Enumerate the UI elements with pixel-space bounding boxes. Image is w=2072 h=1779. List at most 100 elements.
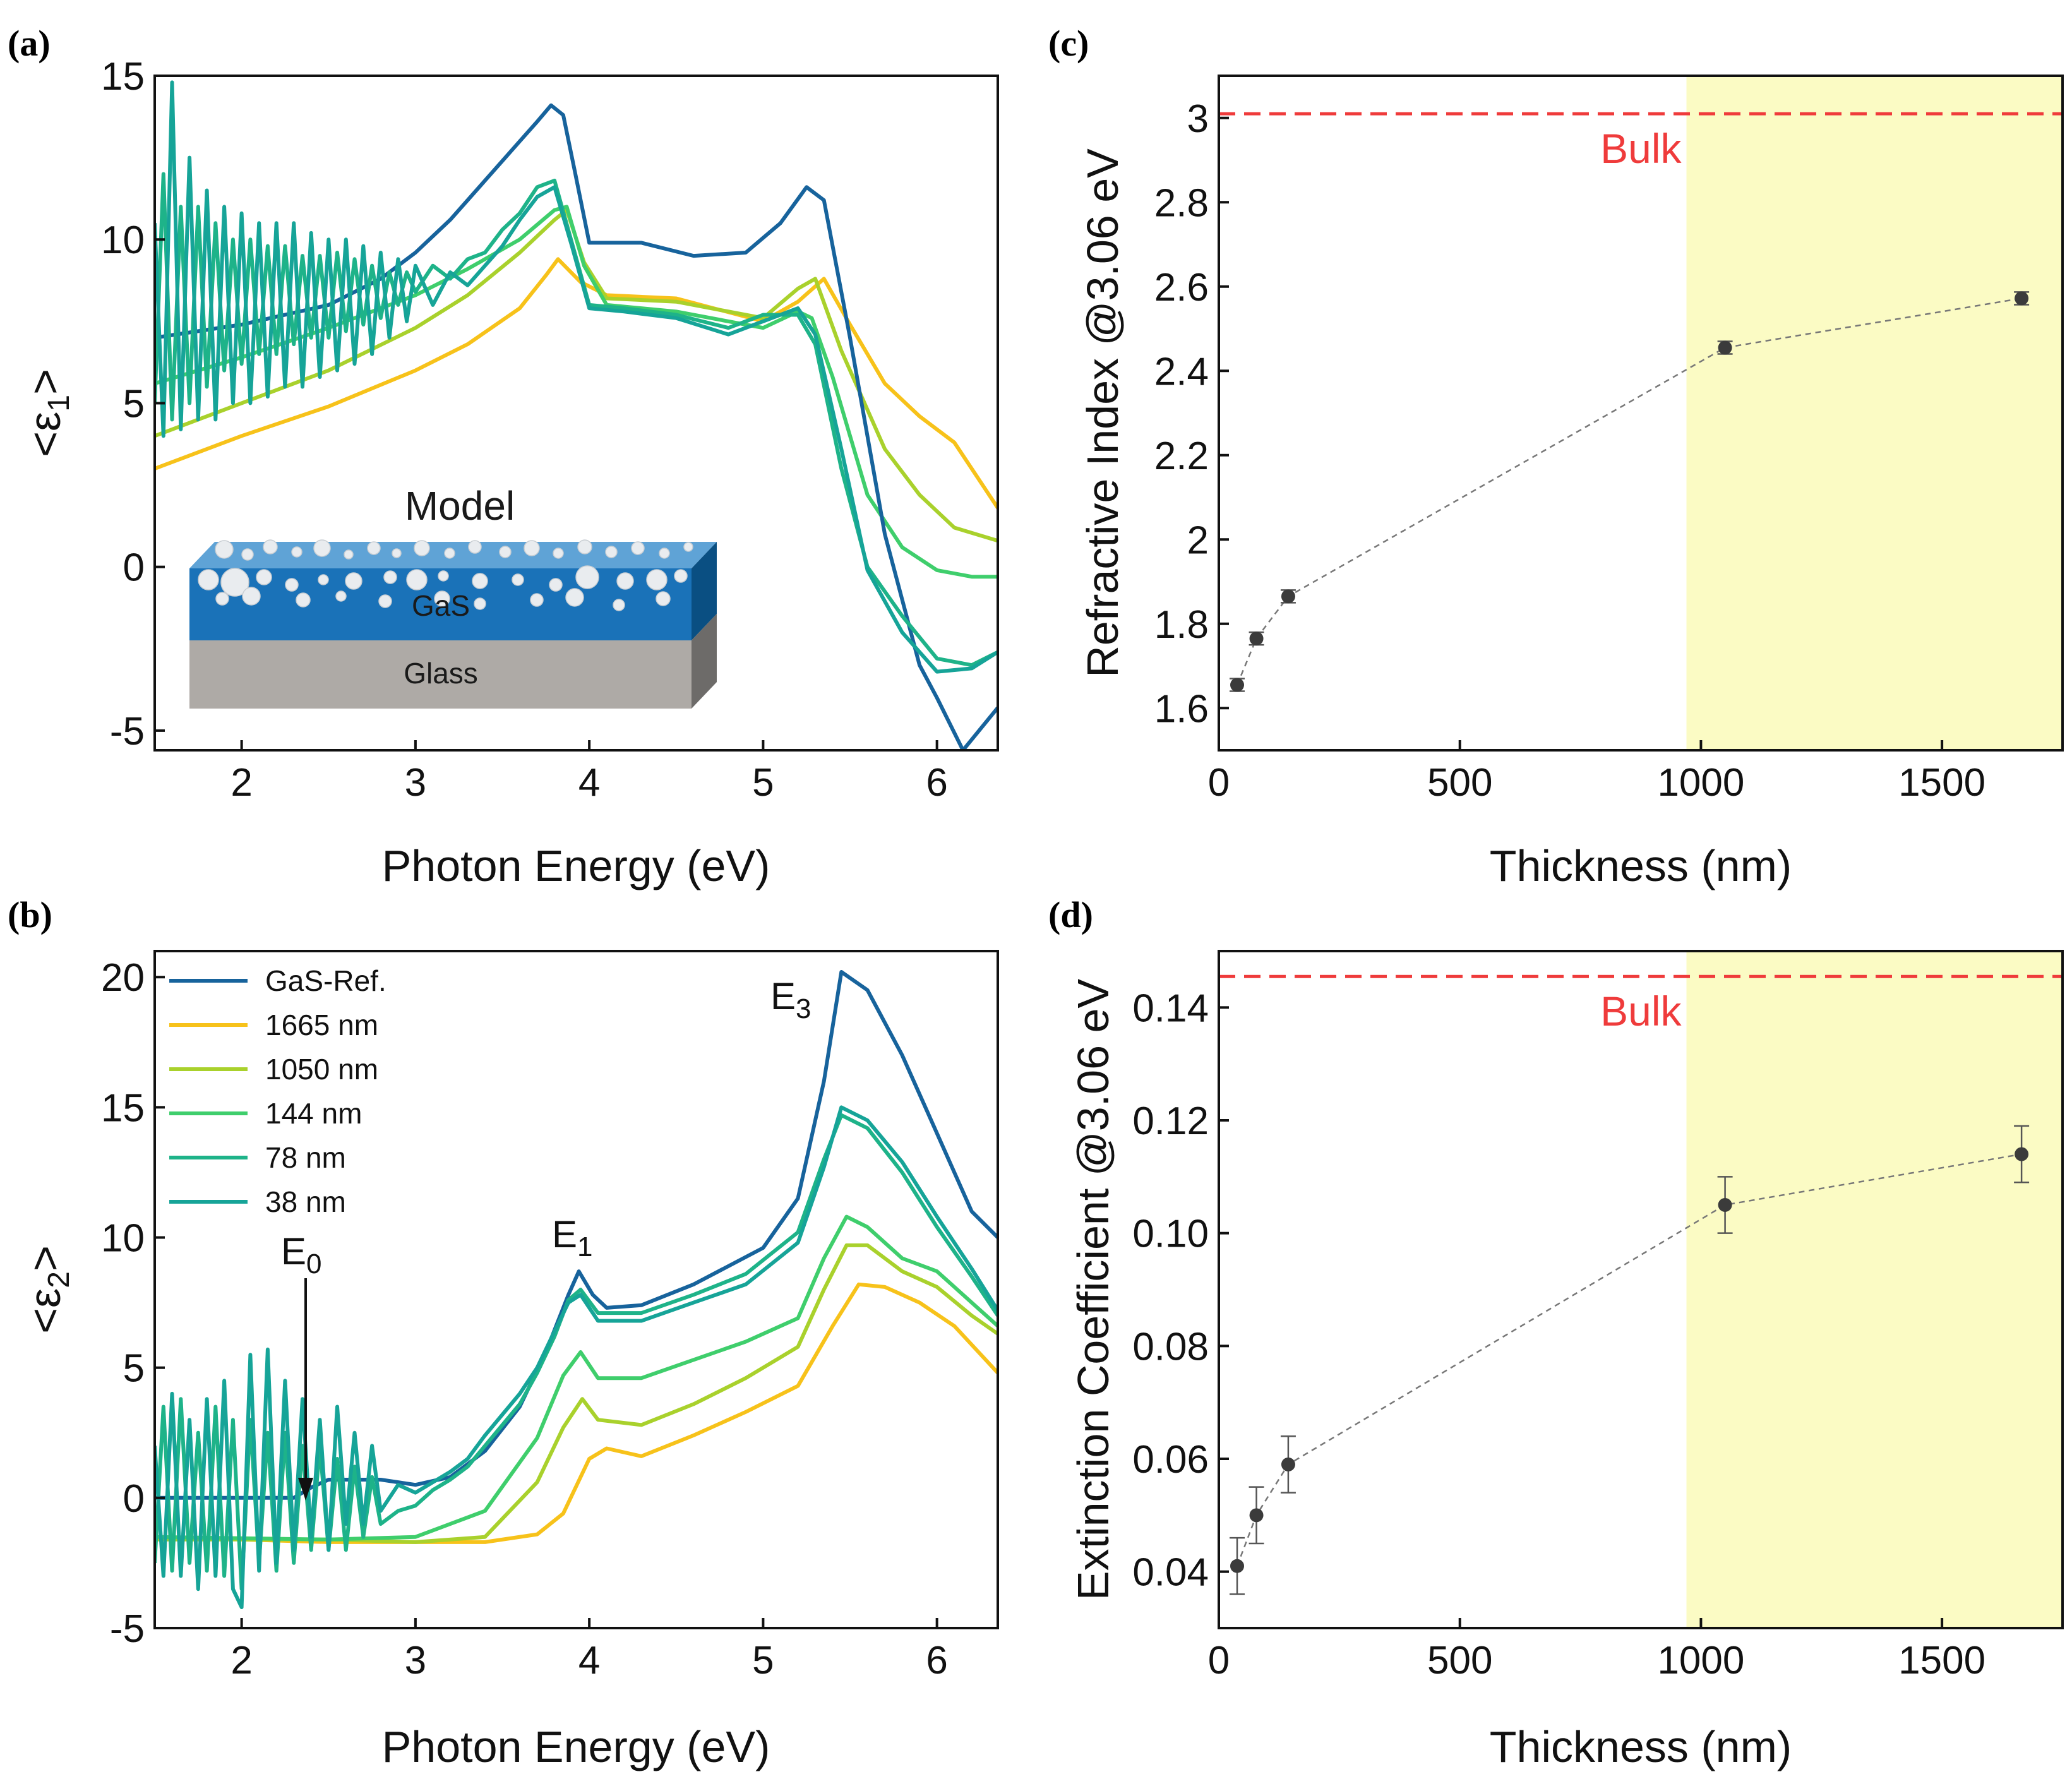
panel-a-series-gas-ref	[155, 103, 998, 750]
panel-d-data-point	[2015, 1147, 2029, 1161]
panel-d-axes: 0 500 1000 1500 0.04 0.06 0.08 0.10 0.12 0.14	[1132, 986, 1985, 1682]
panel-a-ytick-label: 10	[101, 219, 145, 262]
panel-a-label: (a)	[8, 23, 51, 64]
pore-sphere	[530, 593, 544, 607]
pore-sphere	[605, 546, 618, 558]
pore-sphere	[198, 569, 219, 590]
panel-d-data-point	[1230, 1559, 1245, 1573]
panel-d-y-axis-title: Extinction Coefficient @3.06 eV	[1069, 979, 1118, 1601]
panel-a-series-144-nm	[155, 205, 998, 579]
panel-b-axes: 2 3 4 5 6 -5 0 5 10 15 20	[101, 956, 948, 1682]
model-inset: Model GaS Glass	[189, 483, 717, 709]
panel-b-y-axis-title-text: <ε2>	[20, 1245, 76, 1334]
panel-c-ytick-label: 2.4	[1154, 350, 1209, 393]
pore-sphere	[613, 599, 625, 611]
pore-sphere	[383, 570, 397, 584]
gas-layer-label: GaS	[412, 589, 470, 622]
panel-a-series-78-nm	[155, 172, 998, 668]
pore-sphere	[646, 569, 668, 590]
pore-sphere	[215, 540, 234, 559]
panel-c-ytick-label: 2.6	[1154, 266, 1209, 309]
glass-layer-side-face	[692, 614, 717, 709]
panel-b-frame	[153, 950, 999, 1629]
panel-c-data-point	[1230, 678, 1245, 692]
panel-b-series-38-nm	[155, 1105, 998, 1609]
panel-d-xtick-label: 1000	[1657, 1639, 1744, 1682]
panel-b-y-axis-title: <ε2>	[20, 1245, 76, 1334]
legend-label-gas-ref: GaS-Ref.	[265, 964, 386, 997]
panel-c-bulk-label: Bulk	[1600, 125, 1682, 172]
pore-sphere	[242, 587, 261, 606]
pore-sphere	[344, 549, 354, 560]
pore-sphere	[220, 568, 249, 597]
panel-d: (d) Bulk 0 500 1000 1500 0.04 0.06 0.08 0.10 0.1…	[1048, 894, 2064, 1771]
pore-sphere	[512, 573, 524, 586]
panel-a-ytick-label: -5	[110, 710, 145, 753]
annotation-e1: E1	[552, 1213, 593, 1262]
panel-c-label: (c)	[1048, 23, 1089, 64]
pore-sphere	[215, 592, 229, 606]
panel-a-xtick-label: 4	[578, 761, 600, 805]
gas-layer-side-face	[692, 542, 717, 640]
pore-sphere	[285, 578, 299, 592]
panel-c-data-point	[1281, 589, 1295, 604]
panel-d-xtick-label: 0	[1208, 1639, 1230, 1682]
panel-c-plot-area: Bulk	[1219, 76, 2063, 750]
panel-d-data-point	[1249, 1508, 1264, 1523]
pore-sphere	[549, 578, 563, 592]
panel-c-xtick-label: 1500	[1898, 761, 1985, 805]
panel-b-x-axis-title: Photon Energy (eV)	[382, 1722, 770, 1771]
panel-a-y-axis-title: <ε1>	[20, 369, 76, 457]
panel-a-xtick-label: 2	[231, 761, 252, 805]
panel-b-series-1665-nm	[155, 1282, 998, 1544]
pore-sphere	[345, 572, 362, 590]
pore-sphere	[378, 594, 392, 608]
pore-spheres	[198, 539, 693, 611]
pore-sphere	[296, 592, 311, 608]
pore-sphere	[656, 591, 671, 606]
panel-a-axes: 2 3 4 5 6 -5 0 5 10 15	[101, 55, 948, 805]
panel-d-ytick-label: 0.06	[1132, 1438, 1209, 1482]
pore-sphere	[524, 540, 540, 556]
pore-sphere	[434, 590, 450, 607]
panel-c-ytick-label: 1.8	[1154, 603, 1209, 647]
pore-sphere	[392, 548, 402, 558]
pore-sphere	[565, 588, 584, 607]
panel-c: (c) Bulk 0 500 1000 1500 1.6 1.8 2 2.2 2.4 2.6 2.8…	[1048, 23, 2064, 890]
pore-sphere	[367, 541, 381, 555]
panel-b-ytick-label: 5	[123, 1347, 145, 1391]
pore-sphere	[406, 569, 428, 590]
glass-layer-front-face	[189, 640, 692, 709]
legend-label-38-nm: 38 nm	[265, 1185, 346, 1218]
panel-d-ytick-label: 0.12	[1132, 1099, 1209, 1143]
panel-d-ytick-label: 0.10	[1132, 1213, 1209, 1256]
panel-b-series-78-nm	[155, 1113, 998, 1591]
panel-b-series-144-nm	[155, 1214, 998, 1542]
panel-c-ytick-label: 2.2	[1154, 434, 1209, 478]
panel-d-shaded-region	[1686, 951, 2063, 1628]
pore-sphere	[575, 565, 599, 589]
panel-b: (b) 2 3 4 5 6 -5 0 5 10 15 20 Photon Energy (eV) <…	[8, 894, 999, 1771]
panel-c-data-point	[2015, 291, 2029, 306]
panel-c-xtick-label: 0	[1208, 761, 1230, 805]
panel-d-bulk-label: Bulk	[1600, 988, 1682, 1034]
legend-label-1050-nm: 1050 nm	[265, 1053, 378, 1086]
annotation-e0: E0	[281, 1230, 322, 1500]
pore-sphere	[318, 574, 329, 585]
annotation-e0-arrow-head	[298, 1478, 313, 1500]
panel-b-ytick-label: 20	[101, 956, 145, 1000]
model-inset-title: Model	[405, 483, 515, 529]
annotation-e3: E3	[770, 975, 811, 1024]
panel-c-x-axis-title: Thickness (nm)	[1490, 841, 1792, 890]
panel-c-xtick-label: 500	[1427, 761, 1492, 805]
pore-sphere	[659, 548, 670, 559]
pore-sphere	[438, 570, 449, 582]
pore-sphere	[468, 540, 482, 554]
panel-c-y-axis-title: Refractive Index @3.06 eV	[1078, 148, 1127, 678]
panel-d-xtick-label: 1500	[1898, 1639, 1985, 1682]
panel-a: (a) 2 3 4 5 6 -5 0 5 10 15 Photon Energy (eV) <ε1…	[8, 23, 999, 890]
panel-b-xtick-label: 2	[231, 1639, 252, 1682]
legend-label-1665-nm: 1665 nm	[265, 1009, 378, 1041]
panel-c-ytick-label: 1.6	[1154, 687, 1209, 731]
panel-b-xtick-label: 4	[578, 1639, 600, 1682]
